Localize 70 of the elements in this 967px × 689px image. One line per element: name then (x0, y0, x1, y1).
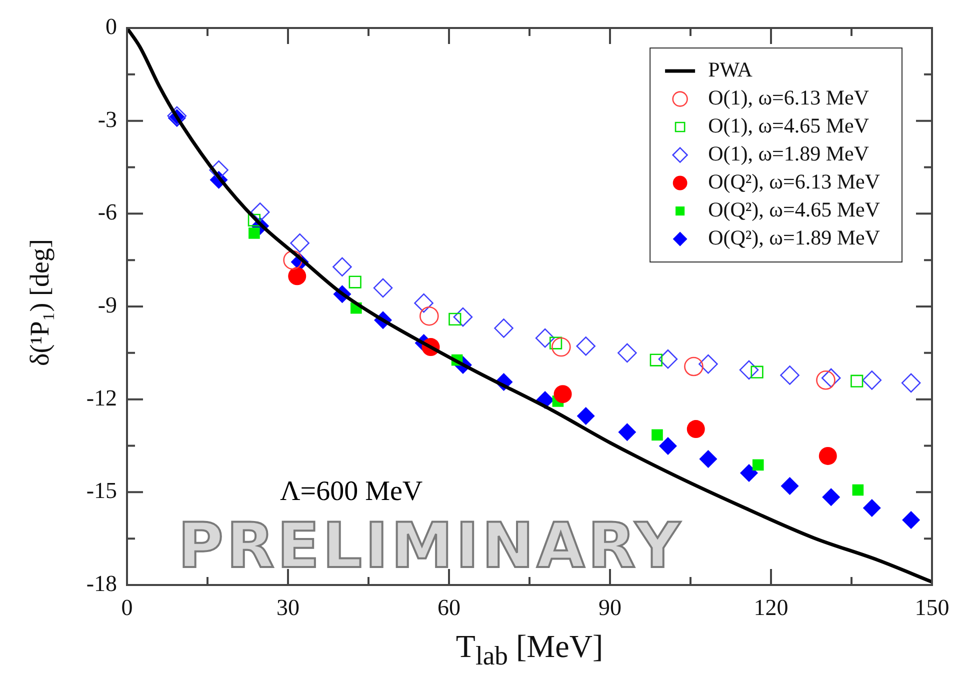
point (850, 374, 864, 388)
y-tick-label: -18 (86, 571, 117, 596)
point (552, 337, 571, 357)
point (740, 464, 758, 482)
point (576, 407, 595, 426)
point (780, 476, 799, 495)
point (780, 366, 800, 385)
point (822, 488, 840, 506)
x-tick-label: 150 (914, 594, 950, 620)
y-tick-label: -6 (98, 200, 117, 225)
legend-label: O(Q²), ω=6.13 MeV (708, 170, 880, 194)
y-tick-label: -15 (86, 478, 117, 504)
point (862, 498, 881, 517)
legend-label: O(1), ω=6.13 MeV (708, 86, 870, 110)
point (658, 349, 678, 369)
legend-label: O(Q²), ω=4.65 MeV (708, 198, 880, 222)
y-tick-label: -9 (98, 292, 117, 318)
legend-label: O(1), ω=1.89 MeV (708, 142, 870, 166)
point (453, 307, 473, 327)
point (650, 354, 662, 366)
annotation: Λ=600 MeV (280, 476, 423, 507)
point (818, 446, 837, 465)
legend-label: O(Q²), ω=1.89 MeV (708, 226, 880, 250)
point (699, 450, 718, 468)
point (288, 267, 306, 286)
x-tick-label: 90 (598, 594, 622, 620)
y-tick-label: 0 (106, 14, 117, 40)
y-tick-label: -3 (98, 106, 117, 132)
legend-label: PWA (708, 58, 754, 82)
legend-label: O(1), ω=4.65 MeV (708, 114, 870, 138)
point (821, 368, 841, 388)
point (816, 370, 836, 390)
point (250, 202, 270, 222)
point (283, 250, 302, 270)
point (494, 318, 514, 338)
point (290, 233, 310, 253)
line-series (127, 28, 932, 584)
point (698, 354, 718, 374)
point (348, 276, 362, 288)
x-tick-label: 120 (754, 594, 788, 620)
point (686, 420, 705, 438)
point (739, 360, 759, 380)
x-tick-label: 30 (276, 594, 300, 620)
y-tick-label: -12 (86, 385, 117, 410)
point (414, 293, 434, 313)
point (332, 257, 352, 277)
annotation: PRELIMINARY (178, 509, 683, 582)
point (652, 429, 663, 441)
point (684, 356, 704, 376)
point (576, 336, 596, 356)
point (535, 328, 555, 348)
point (209, 160, 228, 180)
point (373, 278, 393, 298)
x-tick-label: 60 (438, 594, 460, 620)
point (419, 306, 439, 326)
x-axis-title: T$_{lab}$ [MeV] (454, 628, 604, 672)
point (901, 373, 921, 393)
point (752, 459, 764, 471)
point (248, 228, 260, 239)
point (658, 437, 677, 456)
point (902, 511, 920, 530)
point (862, 370, 882, 390)
point (852, 484, 864, 496)
x-tick-label: 0 (121, 594, 133, 620)
point (554, 385, 572, 404)
point (448, 312, 462, 326)
y-axis-title: δ(¹P₁) [deg] (24, 238, 56, 368)
point (750, 366, 764, 378)
point (618, 343, 637, 363)
point (618, 423, 636, 442)
